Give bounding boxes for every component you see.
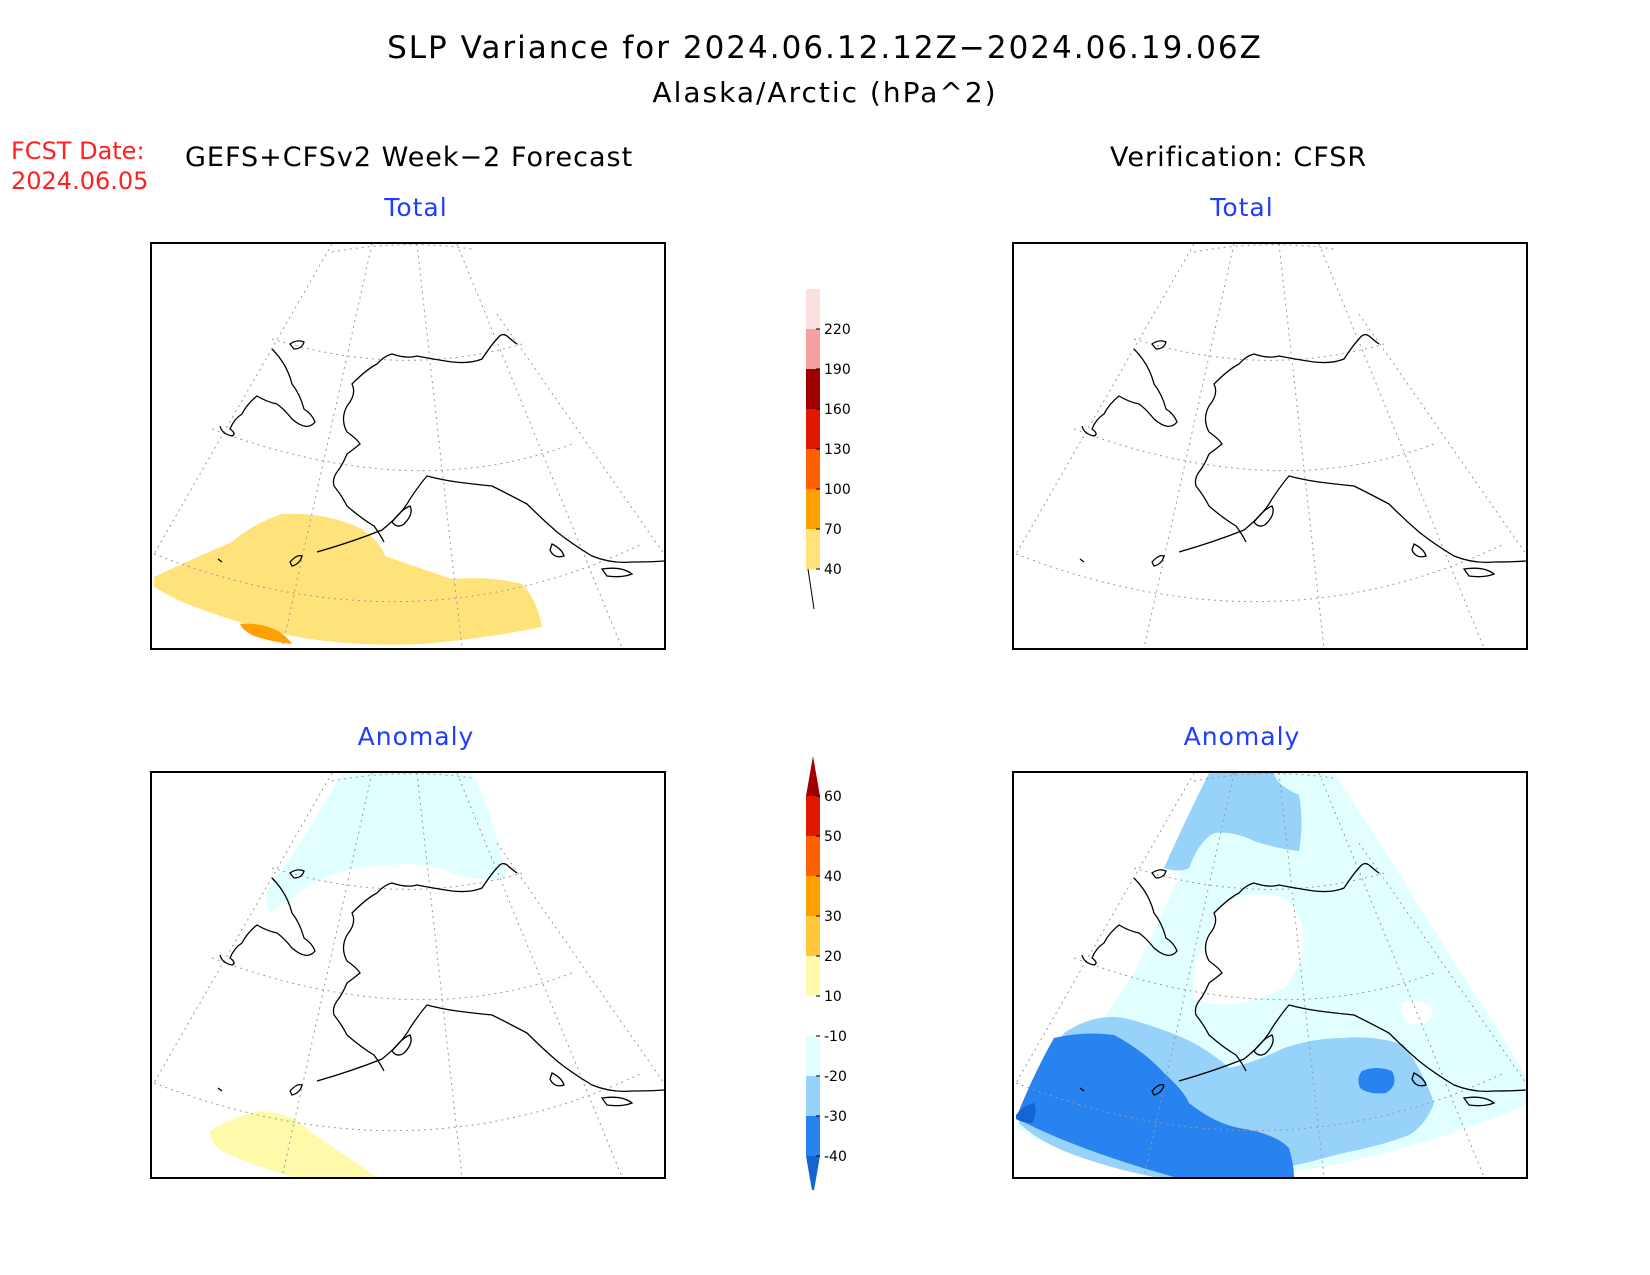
colorbar-swatch bbox=[806, 836, 820, 876]
forecast-total-map bbox=[150, 242, 666, 650]
colorbar-label: -30 bbox=[824, 1109, 847, 1125]
colorbar-label: 40 bbox=[824, 869, 842, 885]
anomaly-colorbar: -40 -30 -20 -10 10 20 30 40 50 60 bbox=[800, 750, 860, 1190]
verification-anomaly-map bbox=[1012, 771, 1528, 1179]
forecast-total-title: Total bbox=[384, 193, 448, 222]
colorbar-label: 60 bbox=[824, 789, 842, 805]
forecast-anomaly-shading bbox=[210, 773, 507, 1177]
colorbar-swatch bbox=[806, 956, 820, 996]
verification-anomaly-title: Anomaly bbox=[1183, 722, 1301, 751]
colorbar-label: 100 bbox=[824, 482, 851, 498]
colorbar-swatch bbox=[806, 756, 820, 796]
colorbar-swatch bbox=[806, 369, 820, 409]
colorbar-label: 130 bbox=[824, 442, 851, 458]
colorbar-swatch bbox=[806, 449, 820, 489]
colorbar-swatch bbox=[806, 529, 820, 569]
colorbar-label: 30 bbox=[824, 909, 842, 925]
forecast-anomaly-title: Anomaly bbox=[357, 722, 475, 751]
colorbar-swatch bbox=[806, 876, 820, 916]
colorbar-swatch bbox=[806, 489, 820, 529]
colorbar-swatch bbox=[806, 1076, 820, 1116]
verification-total-map bbox=[1012, 242, 1528, 650]
colorbar-label: 70 bbox=[824, 522, 842, 538]
colorbar-label: 20 bbox=[824, 949, 842, 965]
verification-column-header: Verification: CFSR bbox=[1110, 142, 1368, 173]
colorbar-label: 10 bbox=[824, 989, 842, 1005]
colorbar-swatch bbox=[806, 916, 820, 956]
verification-anomaly-shading bbox=[1016, 773, 1526, 1177]
colorbar-swatch bbox=[806, 329, 820, 369]
colorbar-label: 160 bbox=[824, 402, 851, 418]
colorbar-label: 190 bbox=[824, 362, 851, 378]
main-title: SLP Variance for 2024.06.12.12Z−2024.06.… bbox=[387, 30, 1263, 66]
colorbar-label: 40 bbox=[824, 562, 842, 578]
colorbar-bottom-tail bbox=[807, 568, 815, 610]
fcst-date-value: 2024.06.05 bbox=[11, 167, 149, 195]
colorbar-label: -40 bbox=[824, 1149, 847, 1165]
colorbar-swatch bbox=[806, 1116, 820, 1156]
forecast-total-shading bbox=[154, 513, 542, 645]
colorbar-label: 220 bbox=[824, 322, 851, 338]
fcst-date-label: FCST Date: bbox=[11, 137, 145, 165]
colorbar-label: -10 bbox=[824, 1029, 847, 1045]
total-colorbar: 40 70 100 130 160 190 220 bbox=[800, 283, 860, 613]
colorbar-swatch bbox=[806, 289, 820, 329]
colorbar-label: -20 bbox=[824, 1069, 847, 1085]
main-subtitle: Alaska/Arctic (hPa^2) bbox=[652, 76, 998, 109]
forecast-anomaly-map bbox=[150, 771, 666, 1179]
verification-total-title: Total bbox=[1210, 193, 1274, 222]
coastline-grid-layer bbox=[1015, 244, 1526, 648]
colorbar-swatch bbox=[806, 996, 820, 1036]
forecast-column-header: GEFS+CFSv2 Week−2 Forecast bbox=[185, 142, 634, 173]
colorbar-swatch bbox=[806, 1156, 820, 1190]
colorbar-label: 50 bbox=[824, 829, 842, 845]
colorbar-swatch bbox=[806, 409, 820, 449]
fcst-date: FCST Date: 2024.06.05 bbox=[11, 136, 148, 196]
colorbar-swatch bbox=[806, 796, 820, 836]
colorbar-swatch bbox=[806, 1036, 820, 1076]
